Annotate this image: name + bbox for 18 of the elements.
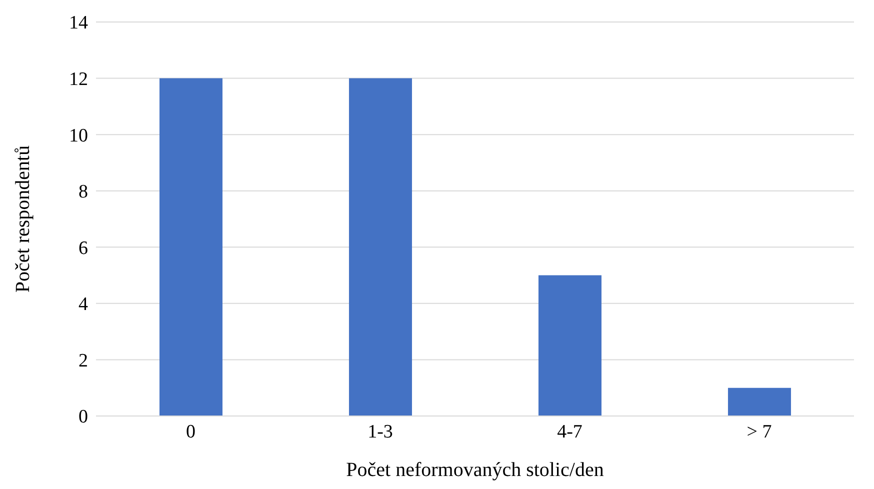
x-axis-title: Počet neformovaných stolic/den xyxy=(346,459,604,481)
y-tick-label: 10 xyxy=(69,125,88,146)
x-tick-label: 4-7 xyxy=(557,421,582,442)
bar xyxy=(348,78,412,416)
y-tick-label: 0 xyxy=(78,406,88,428)
x-tick-label: 0 xyxy=(186,421,196,442)
y-tick-label: 4 xyxy=(78,294,88,316)
y-tick-label: 12 xyxy=(69,69,88,90)
x-tick-label: > 7 xyxy=(746,421,772,442)
bar xyxy=(159,78,222,416)
y-tick-label: 2 xyxy=(78,350,88,372)
y-axis-title: Počet respondentů xyxy=(12,145,34,293)
bar xyxy=(538,275,602,416)
y-tick-label: 14 xyxy=(69,12,88,34)
y-tick-label: 8 xyxy=(78,182,88,203)
x-tick-label: 1-3 xyxy=(368,421,393,442)
y-tick-label: 6 xyxy=(78,238,88,259)
bar xyxy=(728,388,791,416)
